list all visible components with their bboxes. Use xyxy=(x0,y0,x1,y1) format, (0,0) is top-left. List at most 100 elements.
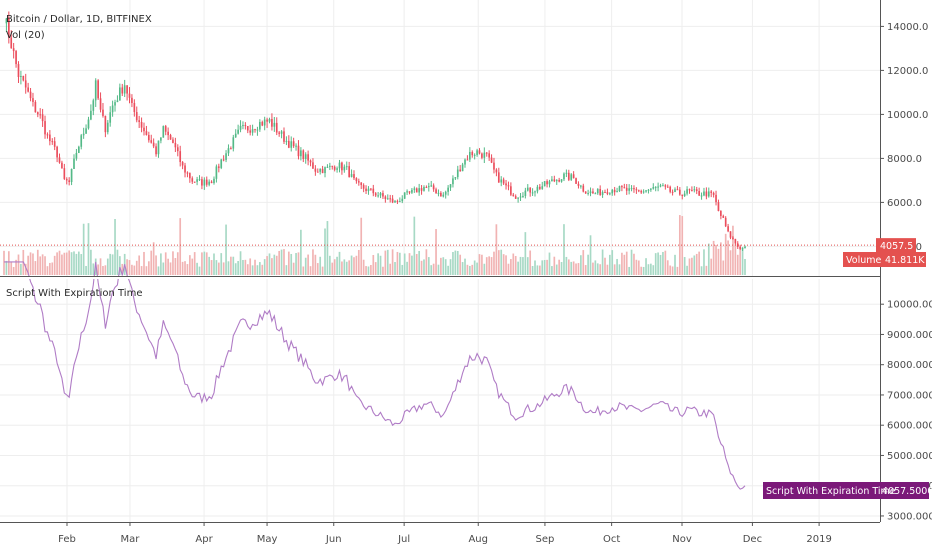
candle-body xyxy=(401,198,404,202)
volume-bar xyxy=(106,258,109,275)
candle-body xyxy=(189,173,191,179)
candle-body xyxy=(123,85,126,94)
candle-body xyxy=(208,181,211,185)
candle-body xyxy=(575,178,577,184)
candle-body xyxy=(664,185,667,187)
volume-bar xyxy=(174,258,177,275)
candle-body xyxy=(246,126,249,131)
volume-bar xyxy=(459,254,462,275)
volume-bar xyxy=(707,243,710,275)
candle-body xyxy=(473,154,476,156)
volume-bar xyxy=(34,261,37,275)
candle-body xyxy=(92,100,95,111)
candle-body xyxy=(94,80,97,101)
volume-bar xyxy=(102,266,104,275)
volume-bar xyxy=(167,258,169,275)
volume-bar xyxy=(353,257,355,275)
volume-bar xyxy=(435,229,437,275)
volume-bar xyxy=(121,263,124,275)
volume-bar xyxy=(642,266,645,275)
candle-body xyxy=(413,188,416,190)
volume-bar xyxy=(437,264,440,275)
volume-bar xyxy=(75,253,78,275)
time-tick-label: Jun xyxy=(325,534,342,545)
volume-bar xyxy=(116,249,119,275)
volume-bar xyxy=(633,253,635,275)
candle-body xyxy=(109,112,112,123)
candle-body xyxy=(599,188,602,195)
volume-bar xyxy=(628,266,630,275)
candle-body xyxy=(232,137,235,149)
lower-pane-title: Script With Expiration Time xyxy=(6,288,142,299)
candle-body xyxy=(555,179,558,182)
candle-body xyxy=(423,187,425,191)
price-tick-label: 8000.0 xyxy=(887,154,922,165)
volume-bar xyxy=(63,252,66,275)
volume-bar xyxy=(514,255,517,275)
candle-body xyxy=(707,191,710,197)
candle-body xyxy=(357,181,360,183)
volume-bar xyxy=(635,259,638,275)
script-badge-label: Script With Expiration Time xyxy=(766,486,896,497)
volume-bar xyxy=(606,264,609,275)
volume-bar xyxy=(271,258,273,275)
candle-body xyxy=(314,168,317,172)
volume-bar xyxy=(251,265,254,275)
candle-body xyxy=(698,191,700,196)
candle-body xyxy=(56,146,58,158)
volume-bar xyxy=(415,254,418,275)
candle-body xyxy=(341,162,343,171)
candle-body xyxy=(488,153,490,158)
candle-body xyxy=(348,166,350,177)
volume-bar xyxy=(647,264,650,275)
volume-bar xyxy=(147,261,150,275)
volume-bar xyxy=(608,254,611,275)
candle-body xyxy=(459,169,462,172)
time-tick-label: Sep xyxy=(536,534,555,545)
volume-bar xyxy=(24,263,27,275)
candle-body xyxy=(732,237,734,239)
candle-body xyxy=(17,64,20,78)
volume-bar xyxy=(365,266,367,275)
candle-body xyxy=(734,238,737,244)
time-tick-label: Nov xyxy=(672,534,692,545)
candle-body xyxy=(695,189,698,192)
volume-bar xyxy=(729,250,732,275)
time-tick-label: May xyxy=(257,534,278,545)
volume-bar xyxy=(246,264,249,275)
candle-body xyxy=(657,186,659,188)
candle-body xyxy=(230,148,232,150)
volume-bar xyxy=(278,250,281,275)
volume-bar xyxy=(176,252,179,275)
volume-bar xyxy=(466,264,469,275)
candle-body xyxy=(104,115,107,133)
volume-bar xyxy=(522,257,524,275)
volume-bar xyxy=(512,253,515,275)
volume-bar xyxy=(425,249,428,275)
volume-bar xyxy=(621,252,623,275)
volume-bar xyxy=(408,253,411,275)
volume-bar xyxy=(715,244,717,275)
volume-bar xyxy=(676,266,679,275)
candle-body xyxy=(46,134,49,136)
volume-bar xyxy=(473,260,476,275)
candle-body xyxy=(131,97,133,103)
volume-bar xyxy=(51,262,54,275)
candle-body xyxy=(570,174,573,180)
candle-body xyxy=(297,145,300,157)
volume-bar xyxy=(208,256,211,275)
volume-bar xyxy=(384,250,387,275)
volume-bar xyxy=(266,256,268,275)
candle-body xyxy=(430,185,433,187)
volume-bar xyxy=(268,253,271,275)
volume-bar xyxy=(577,263,580,275)
volume-bar xyxy=(413,216,416,275)
volume-bar xyxy=(575,263,577,275)
candle-body xyxy=(365,188,367,192)
candle-body xyxy=(266,119,268,122)
candle-body xyxy=(263,119,266,126)
volume-bar xyxy=(502,254,505,275)
candle-body xyxy=(367,188,370,192)
volume-bar xyxy=(32,253,34,275)
